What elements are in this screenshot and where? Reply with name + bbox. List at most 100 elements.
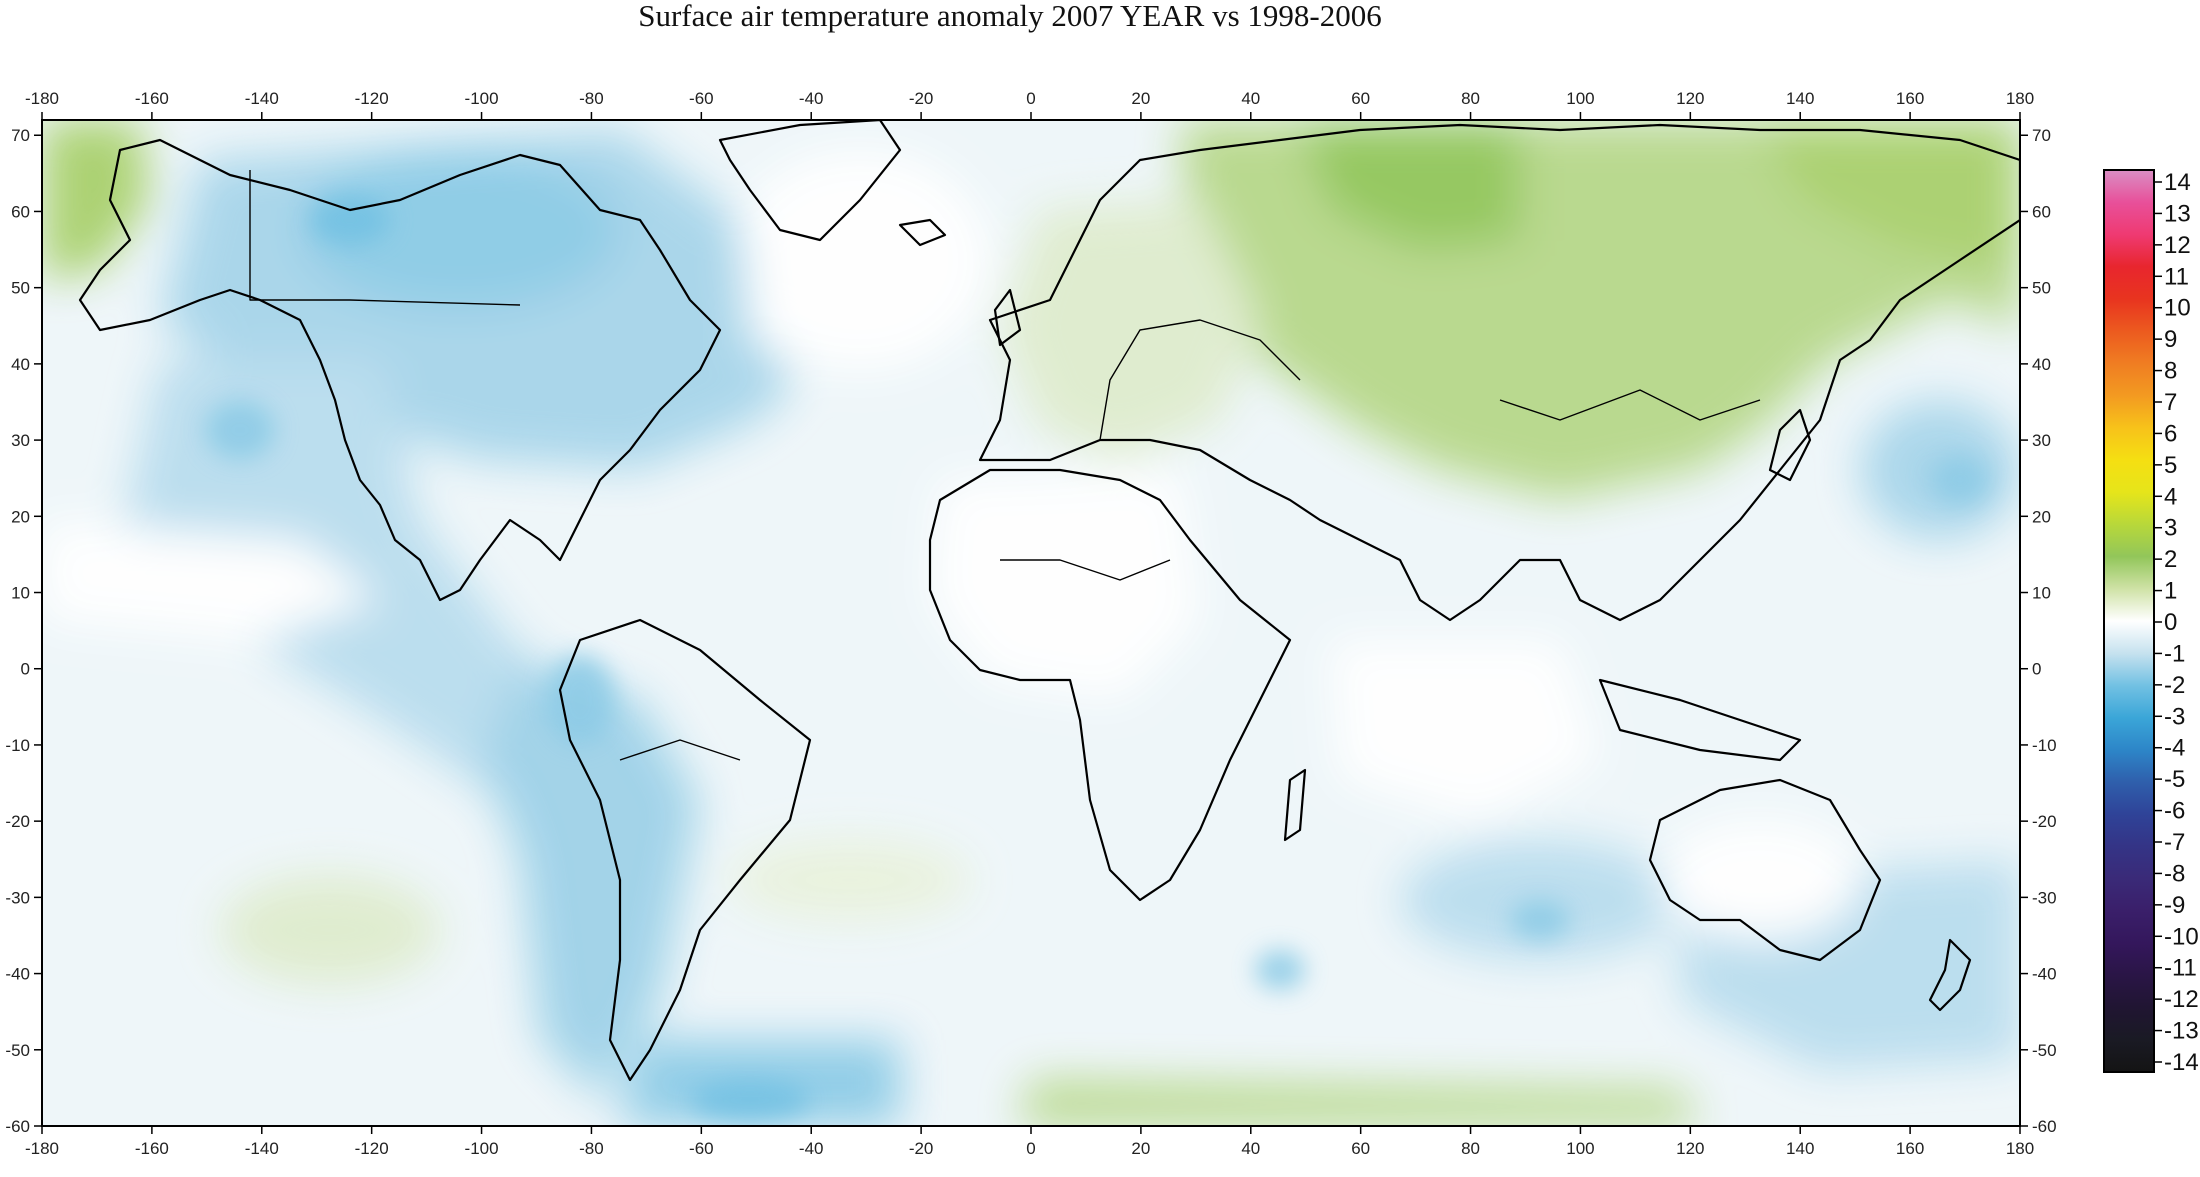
lat-tick-label-right: 60 bbox=[2032, 202, 2051, 221]
latitude-axis-right: 70 60 50 40 30 20 10 0 -10 -20 -30 -40 -50 -60 bbox=[2020, 126, 2057, 1136]
lat-tick-label-left: -60 bbox=[5, 1117, 30, 1136]
lon-tick-label-bottom: -60 bbox=[689, 1139, 714, 1158]
lon-tick-label-top: -140 bbox=[245, 89, 279, 108]
lat-tick-label-right: 10 bbox=[2032, 584, 2051, 603]
colorbar-label: -6 bbox=[2164, 798, 2185, 825]
anomaly-field bbox=[42, 120, 2020, 1126]
lat-tick-label-left: -40 bbox=[5, 965, 30, 984]
lon-tick-label-top: -20 bbox=[909, 89, 934, 108]
lat-tick-label-left: 40 bbox=[11, 355, 30, 374]
lat-tick-label-right: 70 bbox=[2032, 126, 2051, 145]
colorbar-label: 6 bbox=[2164, 420, 2177, 447]
lon-tick-label-bottom: -80 bbox=[579, 1139, 604, 1158]
colorbar-label: 14 bbox=[2164, 169, 2191, 196]
colorbar-label: -5 bbox=[2164, 766, 2185, 793]
lat-tick-label-right: 20 bbox=[2032, 507, 2051, 526]
colorbar-label: -14 bbox=[2164, 1049, 2199, 1076]
lon-tick-label-top: 80 bbox=[1461, 89, 1480, 108]
lat-tick-label-left: 30 bbox=[11, 431, 30, 450]
lon-tick-label-top: 100 bbox=[1566, 89, 1594, 108]
lon-tick-label-top: -160 bbox=[135, 89, 169, 108]
country-borders bbox=[249, 170, 1761, 761]
lon-tick-label-top: 140 bbox=[1786, 89, 1814, 108]
lon-tick-label-bottom: -140 bbox=[245, 1139, 279, 1158]
lat-tick-label-right: -60 bbox=[2032, 1117, 2057, 1136]
colorbar-label: 12 bbox=[2164, 232, 2191, 259]
lat-tick-label-right: 0 bbox=[2032, 660, 2041, 679]
lon-tick-label-top: 40 bbox=[1241, 89, 1260, 108]
lat-tick-label-left: 20 bbox=[11, 507, 30, 526]
colorbar-label: 1 bbox=[2164, 578, 2177, 605]
lon-tick-label-bottom: 100 bbox=[1566, 1139, 1594, 1158]
lat-tick-label-right: -30 bbox=[2032, 888, 2057, 907]
longitude-axis-top: -180 -160 -140 -120 -100 -80 -60 -40 -20 0 20 40 60 8… bbox=[25, 89, 2034, 120]
colorbar-label: 9 bbox=[2164, 326, 2177, 353]
latitude-axis-left: 70 60 50 40 30 20 10 0 -10 -20 -30 -40 -50 -60 bbox=[5, 126, 42, 1136]
lon-tick-label-bottom: 180 bbox=[2006, 1139, 2034, 1158]
lat-tick-label-left: -10 bbox=[5, 736, 30, 755]
lon-tick-label-top: -180 bbox=[25, 89, 59, 108]
colorbar-legend: 14131211109876543210-1-2-3-4-5-6-7-8-9-1… bbox=[2103, 169, 2199, 1076]
colorbar-label: 4 bbox=[2164, 483, 2177, 510]
lon-tick-label-bottom: 120 bbox=[1676, 1139, 1704, 1158]
lon-tick-label-bottom: 0 bbox=[1026, 1139, 1035, 1158]
colorbar-label: 7 bbox=[2164, 389, 2177, 416]
lat-tick-label-right: 50 bbox=[2032, 279, 2051, 298]
colorbar-label: 11 bbox=[2164, 263, 2189, 290]
lon-tick-label-bottom: 140 bbox=[1786, 1139, 1814, 1158]
colorbar-label: -8 bbox=[2164, 860, 2185, 887]
colorbar-label: 13 bbox=[2164, 200, 2191, 227]
colorbar-label: 5 bbox=[2164, 452, 2177, 479]
colorbar-label: -3 bbox=[2164, 703, 2185, 730]
lat-tick-label-left: 70 bbox=[11, 126, 30, 145]
lon-tick-label-bottom: -100 bbox=[465, 1139, 499, 1158]
lon-tick-label-bottom: 40 bbox=[1241, 1139, 1260, 1158]
lon-tick-label-bottom: -40 bbox=[799, 1139, 824, 1158]
lat-tick-label-left: 10 bbox=[11, 584, 30, 603]
colorbar-label: -13 bbox=[2164, 1018, 2199, 1045]
lon-tick-label-top: 60 bbox=[1351, 89, 1370, 108]
lon-tick-label-bottom: -20 bbox=[909, 1139, 934, 1158]
colorbar-label: -11 bbox=[2164, 955, 2197, 982]
lon-tick-label-bottom: 80 bbox=[1461, 1139, 1480, 1158]
colorbar-label: -7 bbox=[2164, 829, 2185, 856]
colorbar-label: 10 bbox=[2164, 295, 2191, 322]
lon-tick-label-bottom: 160 bbox=[1896, 1139, 1924, 1158]
lon-tick-label-bottom: -160 bbox=[135, 1139, 169, 1158]
lon-tick-label-bottom: -120 bbox=[355, 1139, 389, 1158]
lon-tick-label-top: 180 bbox=[2006, 89, 2034, 108]
lon-tick-label-top: -40 bbox=[799, 89, 824, 108]
colorbar-label: -12 bbox=[2164, 986, 2199, 1013]
lon-tick-label-top: 120 bbox=[1676, 89, 1704, 108]
lat-tick-label-left: 60 bbox=[11, 202, 30, 221]
colorbar-label: 2 bbox=[2164, 546, 2177, 573]
lat-tick-label-left: 0 bbox=[21, 660, 30, 679]
coastlines bbox=[78, 120, 2020, 1082]
lon-tick-label-top: 0 bbox=[1026, 89, 1035, 108]
colorbar-label: -9 bbox=[2164, 892, 2185, 919]
colorbar-label: -10 bbox=[2164, 923, 2199, 950]
lon-tick-label-bottom: 60 bbox=[1351, 1139, 1370, 1158]
lon-tick-label-top: 20 bbox=[1131, 89, 1150, 108]
lon-tick-label-top: -100 bbox=[465, 89, 499, 108]
lon-tick-label-top: -120 bbox=[355, 89, 389, 108]
lat-tick-label-left: -20 bbox=[5, 812, 30, 831]
map-title: Surface air temperature anomaly 2007 YEA… bbox=[638, 0, 1382, 33]
longitude-axis-bottom: -180 -160 -140 -120 -100 -80 -60 -40 -20 0 20 40 60 8… bbox=[25, 1126, 2034, 1158]
lat-tick-label-left: -50 bbox=[5, 1041, 30, 1060]
colorbar-ramp bbox=[2103, 169, 2155, 1073]
lon-tick-label-bottom: 20 bbox=[1131, 1139, 1150, 1158]
colorbar-label: 0 bbox=[2164, 609, 2177, 636]
lon-tick-label-top: -80 bbox=[579, 89, 604, 108]
lat-tick-label-right: -20 bbox=[2032, 812, 2057, 831]
colorbar-label: -4 bbox=[2164, 735, 2185, 762]
lat-tick-label-left: 50 bbox=[11, 279, 30, 298]
lat-tick-label-right: -40 bbox=[2032, 965, 2057, 984]
lon-tick-label-bottom: -180 bbox=[25, 1139, 59, 1158]
lat-tick-label-right: -10 bbox=[2032, 736, 2057, 755]
colorbar-label: 8 bbox=[2164, 358, 2177, 385]
colorbar-label: 3 bbox=[2164, 515, 2177, 542]
lat-tick-label-right: -50 bbox=[2032, 1041, 2057, 1060]
lat-tick-label-left: -30 bbox=[5, 888, 30, 907]
